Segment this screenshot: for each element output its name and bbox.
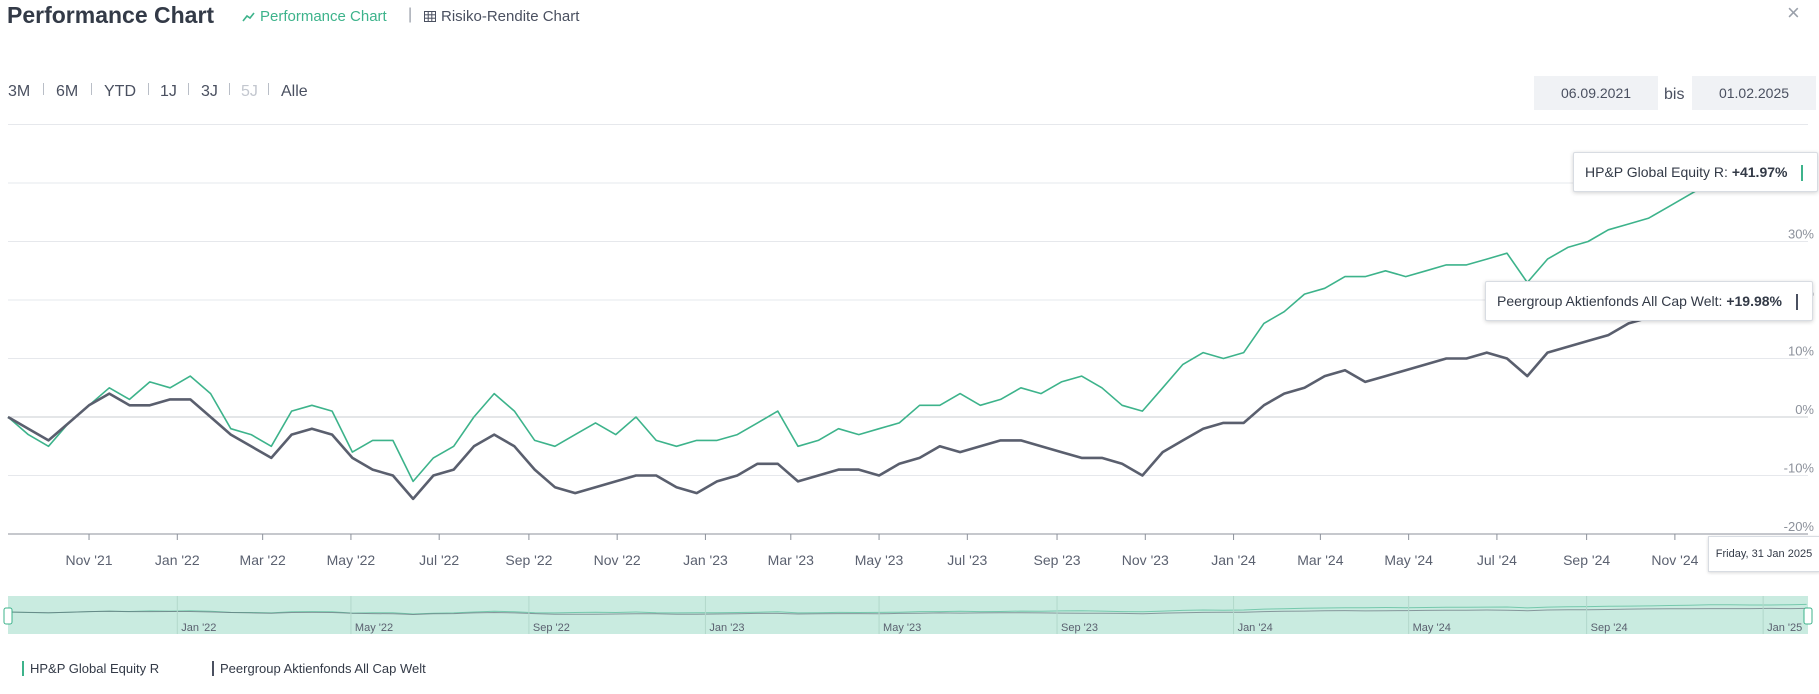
trend-line-icon (242, 12, 255, 21)
y-tick-label: 0% (1795, 402, 1814, 417)
series-line (7, 170, 1808, 483)
x-tick-label: May '22 (327, 552, 376, 568)
x-tick-label: May '23 (855, 552, 904, 568)
series-line (7, 298, 1808, 501)
tooltip-peergroup: Peergroup Aktienfonds All Cap Welt: +19.… (1485, 281, 1813, 321)
range-divider (229, 83, 230, 95)
tooltip-value: +19.98% (1726, 293, 1782, 309)
tab-risiko-rendite-chart[interactable]: Risiko-Rendite Chart (424, 8, 579, 25)
range-divider (268, 83, 269, 95)
x-tick-label: Nov '24 (1651, 552, 1698, 568)
range-button-6m[interactable]: 6M (56, 83, 79, 100)
range-button-ytd[interactable]: YTD (104, 83, 136, 100)
y-tick-label: -10% (1784, 461, 1815, 476)
navigator-series-line (7, 603, 1807, 615)
navigator-series-line (7, 607, 1807, 616)
y-tick-label: -20% (1784, 519, 1815, 534)
legend-item-hpp-global-equity[interactable]: HP&P Global Equity R (22, 661, 159, 676)
x-tick-label: Jul '23 (947, 552, 987, 568)
navigator-track (8, 596, 1808, 634)
date-from-input[interactable]: 06.09.2021 (1534, 76, 1658, 110)
tooltip-value: +41.97% (1731, 164, 1788, 180)
range-button-1j[interactable]: 1J (160, 83, 177, 100)
navigator-tick-label: May '23 (883, 622, 921, 634)
tooltip-label: HP&P Global Equity R: (1585, 164, 1728, 180)
tab-performance-chart[interactable]: Performance Chart (242, 8, 387, 25)
tab-label: Performance Chart (260, 8, 387, 25)
tooltip-color-marker (1801, 165, 1804, 182)
x-tick-label: Sep '23 (1034, 552, 1081, 568)
navigator-tick-label: Sep '22 (533, 622, 570, 634)
legend-item-peergroup[interactable]: Peergroup Aktienfonds All Cap Welt (212, 661, 426, 676)
navigator-tick-label: Sep '24 (1591, 622, 1628, 634)
navigator-tick-label: Jan '25 (1767, 622, 1802, 634)
date-to-input[interactable]: 01.02.2025 (1692, 76, 1816, 110)
x-tick-label: Jan '24 (1211, 552, 1256, 568)
x-tick-label: Sep '24 (1563, 552, 1610, 568)
tab-label: Risiko-Rendite Chart (441, 8, 580, 25)
navigator-tick-label: Jan '23 (709, 622, 744, 634)
x-tick-label: Sep '22 (505, 552, 552, 568)
x-tick-label: Mar '22 (240, 552, 286, 568)
x-tick-label: Mar '24 (1297, 552, 1343, 568)
date-range-separator: bis (1664, 86, 1685, 103)
x-tick-label: Jul '22 (419, 552, 459, 568)
navigator-tick-label: Sep '23 (1061, 622, 1098, 634)
y-tick-label: 30% (1788, 227, 1814, 242)
y-tick-label: 10% (1788, 344, 1814, 359)
tooltip-date: Friday, 31 Jan 2025 (1708, 536, 1819, 572)
x-tick-label: Nov '21 (66, 552, 113, 568)
x-tick-label: Nov '23 (1122, 552, 1169, 568)
x-tick-label: May '24 (1384, 552, 1433, 568)
x-tick-label: Mar '23 (768, 552, 814, 568)
range-button-3m[interactable]: 3M (8, 83, 31, 100)
navigator-tick-label: May '22 (355, 622, 393, 634)
range-button-5j: 5J (241, 83, 258, 100)
tooltip-label: Peergroup Aktienfonds All Cap Welt: (1497, 293, 1723, 309)
range-divider (43, 83, 44, 95)
grid-icon (424, 11, 436, 22)
page-title: Performance Chart (7, 2, 215, 28)
close-icon[interactable]: × (1787, 0, 1800, 25)
range-divider (91, 83, 92, 95)
range-button-3j[interactable]: 3J (201, 83, 218, 100)
range-divider (148, 83, 149, 95)
navigator-tick-label: Jan '24 (1238, 622, 1273, 634)
range-divider (188, 83, 189, 95)
range-button-alle[interactable]: Alle (281, 83, 308, 100)
navigator-tick-label: Jan '22 (181, 622, 216, 634)
navigator-tick-label: May '24 (1413, 622, 1451, 634)
navigator-handle[interactable] (3, 607, 13, 625)
tooltip-color-marker (1795, 294, 1798, 311)
x-tick-label: Jan '23 (683, 552, 728, 568)
x-tick-label: Jan '22 (155, 552, 200, 568)
x-tick-label: Jul '24 (1477, 552, 1517, 568)
tooltip-hpp-global-equity: HP&P Global Equity R: +41.97% (1573, 152, 1819, 192)
tab-separator: | (408, 6, 413, 23)
navigator-handle[interactable] (1803, 607, 1813, 625)
x-tick-label: Nov '22 (594, 552, 641, 568)
